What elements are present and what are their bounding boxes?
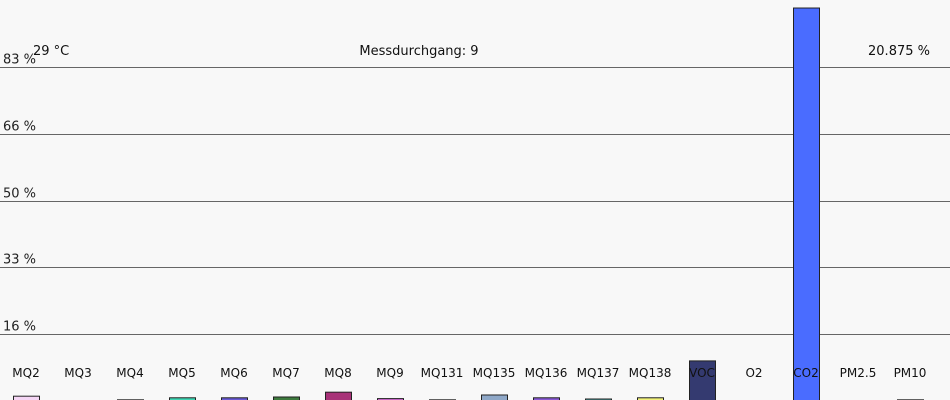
bar-mq136	[533, 397, 560, 400]
x-tick-label: MQ6	[220, 366, 247, 380]
bar-co2	[793, 7, 820, 400]
x-tick-label: MQ2	[12, 366, 39, 380]
bar-mq7	[273, 396, 300, 400]
oxygen-readout: 20.875 %	[868, 44, 930, 59]
bars	[13, 7, 924, 400]
bar-mq8	[325, 391, 352, 400]
x-tick-label: O2	[745, 366, 762, 380]
bar-mq138	[637, 397, 664, 400]
x-tick-label: MQ7	[272, 366, 299, 380]
x-category-labels: MQ2 MQ3 MQ4 MQ5 MQ6 MQ7 MQ8 MQ9 MQ131 MQ135 MQ136 M…	[12, 366, 926, 380]
y-tick-label: 33 %	[3, 253, 36, 268]
x-tick-label: MQ9	[376, 366, 403, 380]
x-tick-label: MQ4	[116, 366, 143, 380]
x-tick-label: MQ135	[473, 366, 516, 380]
x-tick-label: MQ138	[629, 366, 672, 380]
x-tick-label: MQ131	[421, 366, 464, 380]
y-tick-label: 16 %	[3, 320, 36, 335]
x-tick-label: MQ136	[525, 366, 568, 380]
gridlines	[0, 67, 950, 335]
bar-voc	[689, 360, 716, 400]
x-tick-label: MQ8	[324, 366, 351, 380]
x-tick-label: MQ5	[168, 366, 195, 380]
run-counter: Messdurchgang: 9	[359, 44, 479, 59]
bar-mq2	[13, 395, 40, 400]
x-tick-label: MQ137	[577, 366, 620, 380]
temperature-readout: 29 °C	[33, 44, 70, 59]
y-tick-label: 50 %	[3, 187, 36, 202]
y-tick-label: 83 %	[3, 53, 36, 68]
x-tick-label: MQ3	[64, 366, 91, 380]
bar-mq5	[169, 397, 196, 400]
x-tick-label: CO2	[793, 366, 818, 380]
bar-mq6	[221, 397, 248, 400]
bar-mq135	[481, 394, 508, 400]
y-tick-label: 66 %	[3, 120, 36, 135]
y-tick-labels: 16 % 33 % 50 % 66 % 83 %	[3, 53, 36, 335]
x-tick-label: PM10	[894, 366, 927, 380]
x-tick-label: VOC	[689, 366, 715, 380]
x-tick-label: PM2.5	[840, 366, 877, 380]
